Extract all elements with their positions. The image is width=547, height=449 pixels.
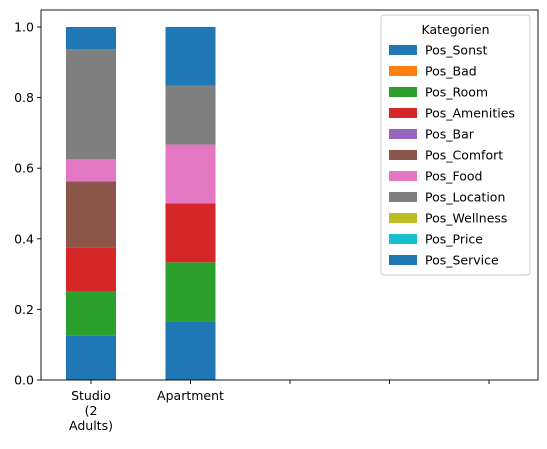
legend-label-pos-price: Pos_Price <box>425 232 483 247</box>
legend-swatch-pos-sonst <box>389 45 417 55</box>
bar-segment-pos-service-cat-1 <box>165 26 216 86</box>
legend-swatch-pos-wellness <box>389 213 417 223</box>
legend: Kategorien Pos_Sonst Pos_Bad Pos_Room Pos_Am… <box>380 14 531 276</box>
bar-segment-pos-location-cat-0 <box>66 49 116 160</box>
bar-segment-pos-room-cat-0 <box>66 291 116 336</box>
bar-segment-pos-location-cat-1 <box>165 85 216 145</box>
bar-segment-pos-amenities-cat-0 <box>66 247 116 292</box>
legend-label-pos-service: Pos_Service <box>425 253 499 268</box>
y-tick-label: 1.0 <box>14 20 34 35</box>
legend-label-pos-food: Pos_Food <box>425 169 482 184</box>
legend-label-pos-bad: Pos_Bad <box>425 64 477 79</box>
x-tick-label: Studio (2 Adults) <box>69 388 113 433</box>
y-tick-label: 0.0 <box>14 373 34 388</box>
legend-swatch-pos-service <box>389 255 417 265</box>
bar-segment-pos-sonst-cat-0 <box>66 335 116 381</box>
legend-swatch-pos-bad <box>389 66 417 76</box>
x-tick-label: Apartment <box>157 388 224 403</box>
bar-segment-pos-food-cat-0 <box>66 159 116 182</box>
legend-swatch-pos-bar <box>389 129 417 139</box>
legend-label-pos-wellness: Pos_Wellness <box>425 211 507 226</box>
y-tick-label: 0.4 <box>14 231 34 246</box>
legend-swatch-pos-food <box>389 171 417 181</box>
legend-label-pos-sonst: Pos_Sonst <box>425 43 488 58</box>
y-tick-label: 0.8 <box>14 90 34 105</box>
legend-swatch-pos-amenities <box>389 108 417 118</box>
legend-title: Kategorien <box>421 22 489 37</box>
legend-label-pos-comfort: Pos_Comfort <box>425 148 503 163</box>
bar-segment-pos-comfort-cat-0 <box>66 181 116 248</box>
legend-box <box>380 14 531 276</box>
legend-label-pos-room: Pos_Room <box>425 85 488 100</box>
bar-segment-pos-service-cat-0 <box>66 27 116 50</box>
legend-swatch-pos-comfort <box>389 150 417 160</box>
legend-label-pos-bar: Pos_Bar <box>425 127 475 142</box>
bar-segment-pos-amenities-cat-1 <box>165 203 216 263</box>
legend-swatch-pos-location <box>389 192 417 202</box>
plot-frame <box>40 9 539 381</box>
legend-swatch-pos-room <box>389 87 417 97</box>
legend-label-pos-amenities: Pos_Amenities <box>425 106 515 121</box>
y-tick-label: 0.2 <box>14 302 34 317</box>
bars-layer <box>66 26 216 381</box>
bar-segment-pos-sonst-cat-1 <box>165 321 216 380</box>
y-tick-label: 0.6 <box>14 161 34 176</box>
legend-label-pos-location: Pos_Location <box>425 190 505 205</box>
axes-layer: 0.0 0.2 0.4 0.6 0.8 1.0 Studio (2 Adults) Apartme… <box>14 9 539 433</box>
legend-swatch-pos-price <box>389 234 417 244</box>
bar-segment-pos-food-cat-1 <box>165 144 216 204</box>
bar-segment-pos-room-cat-1 <box>165 262 216 322</box>
